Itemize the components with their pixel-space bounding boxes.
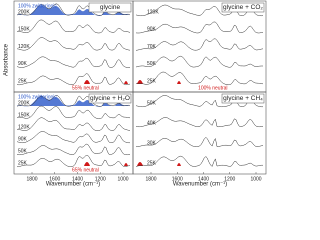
x-tick-label: 1000 — [250, 176, 261, 182]
spectrum — [135, 136, 264, 148]
panel-title: glycine + CO₂ — [223, 4, 263, 11]
temperature-label: 120K — [18, 44, 30, 50]
panel-title: glycine + H₂O — [90, 95, 130, 102]
spectrum — [16, 19, 131, 34]
spectra — [16, 3, 264, 168]
temperature-label: 200K — [18, 9, 30, 15]
spectrum — [16, 105, 131, 120]
panel-title: glycine — [100, 4, 121, 11]
spectrum — [135, 117, 264, 128]
x-tick-label: 1400 — [198, 176, 209, 182]
spectrum — [16, 155, 131, 168]
figure: Absorbance 200K 150K 120K 90K 25K glycine 100%… — [4, 0, 267, 188]
x-tick-label: 1000 — [117, 176, 128, 182]
title-box — [88, 2, 132, 13]
title-box — [221, 93, 265, 104]
x-tick-label: 1600 — [172, 176, 183, 182]
spectrum — [16, 37, 131, 51]
x-tick-label: 1400 — [72, 176, 83, 182]
temperature-label: 50K — [147, 100, 157, 106]
x-tick-label: 1200 — [95, 176, 106, 182]
temperature-label: 70K — [147, 44, 157, 50]
temperature-label: 120K — [18, 124, 30, 130]
temperature-label: 40K — [147, 120, 157, 126]
temperature-label: 25K — [18, 78, 28, 84]
x-tick-label: 1200 — [224, 176, 235, 182]
spectrum — [16, 117, 131, 131]
spectrum — [135, 21, 264, 34]
temperature-label: 25K — [147, 78, 157, 84]
panel-frame — [132, 91, 267, 175]
x-axis-label: Wavenumber (cm⁻¹) — [46, 182, 100, 188]
neutral-fill — [84, 162, 128, 166]
spectrum — [135, 155, 263, 167]
spectrum — [16, 73, 131, 86]
spectrum — [16, 56, 131, 68]
temperature-label: 25K — [147, 160, 157, 166]
spectrum — [16, 3, 131, 16]
spectrum — [16, 95, 131, 107]
zwitterionic-note: 100% zwitterionic — [18, 3, 57, 9]
spectrum — [135, 71, 264, 86]
temperature-label: 90K — [147, 27, 157, 33]
neutral-fill — [84, 80, 128, 84]
x-tick-label: 1600 — [49, 176, 60, 182]
spectrum — [135, 4, 264, 17]
neutral-note: 55% neutral — [72, 85, 99, 91]
temperature-label: 30K — [147, 140, 157, 146]
neutral-fill — [137, 162, 181, 166]
temperature-label: 25K — [18, 160, 28, 166]
spectrum — [16, 143, 131, 156]
spectrum — [16, 131, 130, 144]
zwitterion-fill — [17, 96, 130, 107]
x-tick-label: 1800 — [26, 176, 37, 182]
neutral-note: 100% neutral — [198, 85, 227, 91]
spectrum — [135, 95, 263, 108]
neutral-note: 65% neutral — [72, 167, 99, 173]
temperature-label: 50K — [18, 148, 28, 154]
temperature-label: 50K — [147, 61, 157, 67]
spectrum — [135, 38, 264, 51]
zwitterionic-note: 100% zwitterionic — [18, 94, 57, 100]
temperature-label: 90K — [18, 61, 28, 67]
title-box — [221, 2, 265, 13]
x-tick-label: 1800 — [145, 176, 156, 182]
temperature-label: 120K — [147, 9, 159, 15]
title-box — [88, 93, 132, 104]
temperature-label: 150K — [18, 112, 30, 118]
temperature-label: 200K — [18, 100, 30, 106]
temperature-label: 90K — [18, 136, 28, 142]
temperature-label: 150K — [18, 27, 30, 33]
labels: 200K 150K 120K 90K 25K glycine 100% zwitterion… — [18, 2, 265, 173]
panel-title: glycine + CH₄ — [223, 95, 263, 102]
spectrum — [135, 55, 263, 68]
neutral-fill — [137, 80, 181, 84]
x-axis-label: Wavenumber (cm⁻¹) — [173, 182, 227, 188]
zwitterion-fill — [17, 5, 130, 16]
y-axis-label: Absorbance — [4, 43, 10, 76]
